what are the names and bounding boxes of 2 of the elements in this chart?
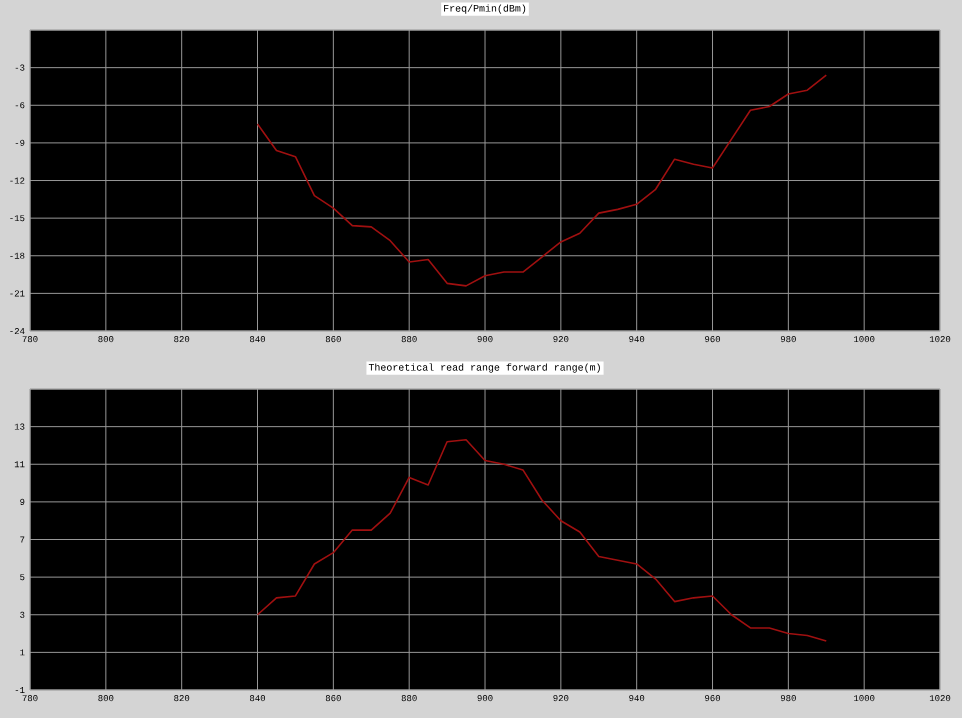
line-series: [256, 74, 828, 287]
line-series: [256, 439, 828, 642]
